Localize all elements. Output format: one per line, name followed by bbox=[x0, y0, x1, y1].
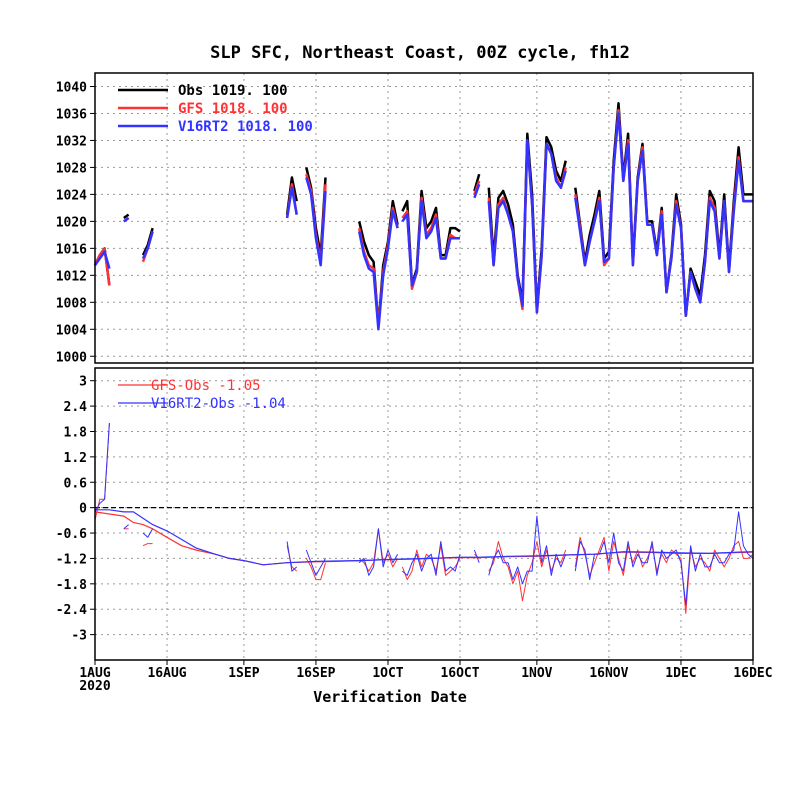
top-series-0-segment-8 bbox=[487, 132, 567, 311]
bottom-series-1-segment-3 bbox=[286, 541, 298, 572]
xtick-label-6: 1NOV bbox=[521, 666, 552, 681]
top-ytick-label-3: 1012 bbox=[56, 269, 87, 284]
xtick-label-2: 1SEP bbox=[228, 666, 259, 681]
top-series-0-segment-1 bbox=[123, 213, 130, 220]
top-plot-frame bbox=[94, 72, 754, 364]
chart-title: SLP SFC, Northeast Coast, 00Z cycle, fh1… bbox=[210, 43, 630, 63]
top-ytick-label-9: 1036 bbox=[56, 107, 87, 122]
top-ytick-label-8: 1032 bbox=[56, 134, 87, 149]
top-ytick-label-7: 1028 bbox=[56, 161, 87, 176]
bottom-ytick-label-1: -2.4 bbox=[56, 603, 87, 618]
top-ytick-label-1: 1004 bbox=[56, 323, 87, 338]
bottom-ytick-label-7: 1.2 bbox=[64, 451, 87, 466]
bottom-series-0-segment-9 bbox=[574, 536, 754, 614]
xtick-label-8: 1DEC bbox=[665, 666, 696, 681]
top-ytick-label-5: 1020 bbox=[56, 215, 87, 230]
top-ytick-label-10: 1040 bbox=[56, 80, 87, 95]
bottom-series-1-segment-5 bbox=[358, 528, 399, 576]
bottom-series-0-segment-4 bbox=[305, 558, 326, 581]
top-legend-label-1: GFS 1018. 100 bbox=[178, 101, 288, 117]
top-series-2-segment-2 bbox=[141, 231, 154, 260]
xtick-label-5: 16OCT bbox=[440, 666, 479, 681]
bottom-series-1-segment-0 bbox=[94, 422, 110, 513]
bottom-ytick-label-3: -1.2 bbox=[56, 552, 87, 567]
bottom-series-1-segment-4 bbox=[305, 549, 326, 576]
top-series-2-segment-0 bbox=[93, 250, 111, 269]
bottom-legend-label-1: V16RT2-Obs -1.04 bbox=[151, 396, 286, 412]
xtick-label-9: 16DEC bbox=[733, 666, 772, 681]
top-legend-label-0: Obs 1019. 100 bbox=[178, 83, 288, 99]
x-axis-label: Verification Date bbox=[313, 688, 467, 706]
top-series-2-segment-3 bbox=[285, 186, 298, 219]
top-series-2-segment-8 bbox=[487, 139, 567, 314]
bottom-series-0-segment-0 bbox=[94, 422, 110, 521]
bottom-series-1-segment-6 bbox=[402, 541, 461, 576]
bottom-ytick-label-6: 0.6 bbox=[64, 476, 88, 491]
bottom-ytick-label-8: 1.8 bbox=[64, 425, 88, 440]
bottom-series-0-segment-2 bbox=[142, 543, 153, 547]
bottom-ytick-label-5: 0 bbox=[79, 502, 87, 517]
top-series-2-segment-4 bbox=[305, 177, 327, 267]
bottom-ytick-label-9: 2.4 bbox=[64, 400, 88, 415]
bottom-series-1-segment-8 bbox=[488, 515, 567, 585]
top-ytick-label-0: 1000 bbox=[56, 350, 87, 365]
xtick-year-label: 2020 bbox=[79, 679, 110, 694]
bottom-ytick-label-0: -3 bbox=[71, 629, 87, 644]
top-series-2-segment-6 bbox=[401, 199, 460, 287]
bottom-ytick-label-10: 3 bbox=[79, 375, 87, 390]
xtick-label-0: 1AUG bbox=[79, 666, 110, 681]
bottom-series-1-segment-9 bbox=[574, 511, 754, 606]
bottom-series-1-segment-1 bbox=[123, 524, 129, 530]
top-ytick-label-6: 1024 bbox=[56, 188, 87, 203]
top-series-2-segment-7 bbox=[473, 183, 481, 199]
bottom-series-0-segment-6 bbox=[401, 545, 461, 581]
bottom-series-1-segment-7 bbox=[473, 549, 480, 563]
bottom-plot-frame bbox=[94, 367, 754, 661]
bottom-series-0-segment-5 bbox=[358, 528, 399, 572]
bottom-ytick-label-2: -1.8 bbox=[56, 578, 87, 593]
top-panel-slp: 1000 1004 1008 1012 1016 1020 1024 1028 1032 1036… bbox=[56, 72, 754, 365]
top-ytick-label-4: 1016 bbox=[56, 242, 87, 257]
xtick-label-4: 1OCT bbox=[372, 666, 403, 681]
bottom-legend-label-0: GFS-Obs -1.05 bbox=[151, 378, 261, 394]
bottom-series-1-segment-2 bbox=[142, 528, 154, 538]
top-legend-label-2: V16RT2 1018. 100 bbox=[178, 119, 313, 135]
xtick-label-7: 16NOV bbox=[589, 666, 628, 681]
top-series-0-segment-9 bbox=[574, 102, 753, 318]
top-series-2-segment-9 bbox=[574, 112, 753, 318]
top-ytick-label-2: 1008 bbox=[56, 296, 87, 311]
xtick-label-1: 16AUG bbox=[147, 666, 186, 681]
bottom-panel-bias: -3 -2.4 -1.8 -1.2 -0.6 0 0.6 1.2 1.8 2.4 3 GFS-Obs … bbox=[56, 367, 754, 661]
xtick-label-3: 16SEP bbox=[296, 666, 335, 681]
top-series-0-segment-7 bbox=[473, 173, 481, 192]
bottom-ytick-label-4: -0.6 bbox=[56, 527, 87, 542]
top-series-2-segment-1 bbox=[123, 216, 130, 223]
top-series-2-segment-5 bbox=[357, 210, 399, 331]
bottom-series-1-running-mean bbox=[95, 509, 754, 566]
